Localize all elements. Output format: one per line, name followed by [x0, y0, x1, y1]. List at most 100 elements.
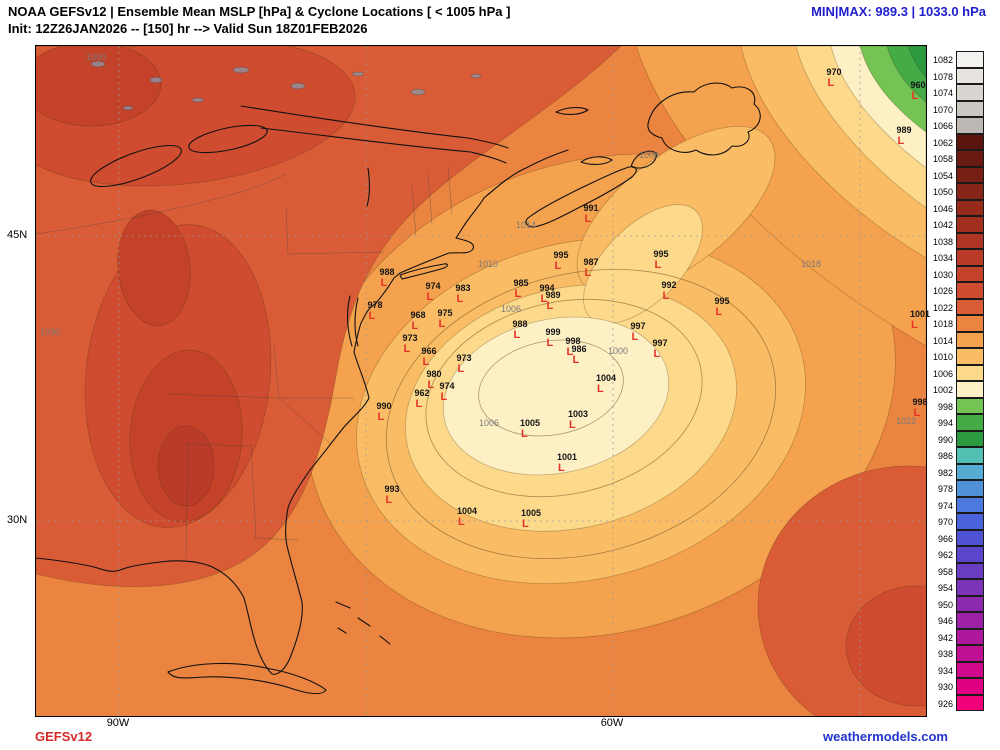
colorbar-row: 1058	[927, 150, 987, 168]
colorbar-tick-label: 1046	[932, 203, 953, 214]
colorbar-row: 950	[927, 595, 987, 614]
colorbar-row: 978	[927, 480, 987, 498]
colorbar-swatch	[956, 612, 984, 629]
colorbar-tick-label: 962	[937, 550, 953, 560]
lake-ontario	[188, 124, 268, 154]
colorbar-row: 970	[927, 513, 987, 531]
colorbar-row: 942	[927, 628, 987, 647]
colorbar-row: 1066	[927, 117, 987, 135]
colorbar-tick-label: 930	[937, 682, 953, 692]
contour-fill-1034-patch	[157, 425, 215, 507]
colorbar-row: 982	[927, 463, 987, 482]
colorbar-tick-label: 1066	[932, 121, 953, 131]
colorbar-swatch	[956, 67, 984, 84]
colorbar-tick-label: 1022	[932, 302, 953, 313]
colorbar-tick-label: 946	[937, 616, 953, 626]
colorbar-swatch	[956, 315, 984, 332]
colorbar-tick-label: 958	[937, 566, 953, 577]
colorbar-tick-label: 1030	[932, 269, 953, 280]
colorbar-tick-label: 1050	[932, 187, 953, 197]
colorbar-swatch	[956, 282, 984, 299]
colorbar-tick-label: 1042	[932, 220, 953, 230]
minmax-readout: MIN|MAX: 989.3 | 1033.0 hPa	[811, 4, 986, 19]
bahamas	[335, 601, 391, 645]
colorbar-row: 934	[927, 661, 987, 680]
colorbar-row: 1034	[927, 249, 987, 267]
coastline-maine-gaspe	[483, 149, 569, 199]
colorbar-tick-label: 1082	[932, 55, 953, 65]
colorbar-swatch	[956, 100, 984, 117]
colorbar-tick-label: 1014	[932, 335, 953, 346]
colorbar-row: 958	[927, 562, 987, 581]
colorbar-swatch	[956, 166, 984, 183]
colorbar-row: 1006	[927, 364, 987, 383]
graticule	[36, 46, 926, 716]
colorbar-row: 1050	[927, 183, 987, 201]
colorbar-tick-label: 1054	[932, 170, 953, 181]
colorbar-row: 1022	[927, 298, 987, 317]
colorbar-swatch	[956, 249, 984, 266]
colorbar-swatch	[956, 480, 984, 497]
colorbar-swatch	[956, 216, 984, 233]
colorbar-swatch	[956, 562, 984, 579]
st-lawrence-south-bank	[260, 127, 507, 164]
colorbar-swatch	[956, 265, 984, 282]
state-borders	[36, 165, 453, 559]
contour-fill-1030-b	[117, 209, 191, 327]
map-canvas: 970 L 960 L 989 L 991 L 995 L 987 L 995 L 992 L 995 L 1001…	[35, 45, 930, 717]
colorbar-swatch	[956, 364, 984, 381]
init-valid-line: Init: 12Z26JAN2026 -- [150] hr --> Valid…	[8, 21, 368, 36]
colorbar-row: 1038	[927, 232, 987, 251]
colorbar-swatch	[956, 447, 984, 464]
colorbar-swatch	[956, 117, 984, 134]
chesapeake-bay	[347, 295, 359, 347]
colorbar-tick-label: 1018	[932, 319, 953, 329]
coastline-us-atlantic-gulf	[36, 197, 485, 675]
colorbar-row: 994	[927, 414, 987, 432]
colorbar-tick-label: 994	[937, 418, 953, 428]
colorbar-tick-label: 938	[937, 649, 953, 659]
colorbar-swatch	[956, 199, 984, 216]
colorbar-swatch	[956, 397, 984, 414]
prince-edward-island	[580, 156, 613, 165]
colorbar-swatch	[956, 232, 984, 249]
colorbar-tick-label: 1034	[932, 253, 953, 263]
weathermodels-link[interactable]: weathermodels.com	[823, 729, 948, 744]
cape-breton	[631, 150, 657, 169]
colorbar-tick-label: 926	[937, 698, 953, 709]
lon-label: 90W	[106, 717, 130, 729]
colorbar-swatch	[956, 694, 984, 711]
colorbar-tick-label: 942	[937, 632, 953, 643]
colorbar-row: 1030	[927, 265, 987, 284]
colorbar: 1082 1078 1074 1070 1066 1062 1058 1054 1050 1046…	[927, 51, 987, 712]
lake-erie	[90, 144, 182, 188]
small-lakes	[90, 60, 482, 111]
colorbar-tick-label: 986	[937, 451, 953, 461]
colorbar-tick-label: 966	[937, 533, 953, 544]
colorbar-tick-label: 1062	[932, 137, 953, 148]
contour-fill-1026-southeast	[845, 585, 926, 707]
colorbar-swatch	[956, 150, 984, 167]
colorbar-row: 990	[927, 430, 987, 449]
colorbar-swatch	[956, 645, 984, 662]
colorbar-tick-label: 970	[937, 517, 953, 527]
colorbar-row: 954	[927, 579, 987, 597]
colorbar-tick-label: 982	[937, 467, 953, 478]
colorbar-tick-label: 1038	[932, 236, 953, 247]
colorbar-swatch	[956, 661, 984, 678]
colorbar-tick-label: 1010	[932, 352, 953, 362]
colorbar-swatch	[956, 133, 984, 150]
anticosti-island	[555, 107, 589, 115]
colorbar-tick-label: 1002	[932, 385, 953, 395]
newfoundland	[647, 82, 761, 156]
colorbar-swatch	[956, 84, 984, 101]
nova-scotia	[525, 166, 637, 228]
footer-model-label: GEFSv12	[35, 729, 93, 744]
colorbar-row: 1074	[927, 84, 987, 102]
colorbar-row: 962	[927, 546, 987, 564]
colorbar-swatch	[956, 496, 984, 513]
colorbar-row: 1070	[927, 100, 987, 119]
colorbar-swatch	[956, 628, 984, 645]
colorbar-row: 998	[927, 397, 987, 416]
colorbar-row: 986	[927, 447, 987, 465]
